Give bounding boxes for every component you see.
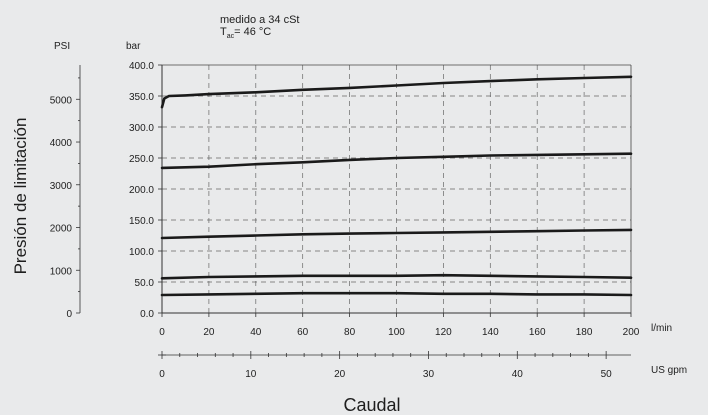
gpm-tick-label-5: 50 (601, 369, 613, 380)
bar-tick-label-5: 250.0 (129, 154, 154, 165)
tick-labels: 0.050.0100.0150.0200.0250.0300.0350.0400… (50, 61, 640, 380)
grid (162, 65, 631, 313)
y-axis-label: Presión de limitación (11, 118, 30, 275)
annotation-line-1: medido a 34 cSt (220, 14, 300, 26)
psi-tick-label-0: 0 (66, 309, 72, 320)
gpm-tick-label-4: 40 (512, 369, 524, 380)
lmin-tick-label-1: 20 (203, 327, 215, 338)
annotation-line-2: Tac= 46 °C (220, 26, 271, 40)
x-unit-lmin: l/min (651, 323, 672, 334)
bar-tick-label-6: 300.0 (129, 123, 154, 134)
bar-tick-label-2: 100.0 (129, 247, 154, 258)
bar-tick-label-7: 350.0 (129, 92, 154, 103)
lmin-tick-label-8: 160 (529, 327, 546, 338)
series-line-3 (160, 228, 633, 240)
lmin-tick-label-0: 0 (159, 327, 165, 338)
x-unit-gpm: US gpm (651, 365, 687, 376)
psi-tick-label-5: 5000 (50, 95, 73, 106)
lmin-tick-label-5: 100 (388, 327, 405, 338)
bar-tick-label-8: 400.0 (129, 61, 154, 72)
gpm-tick-label-3: 30 (423, 369, 435, 380)
series-line-1 (160, 75, 633, 109)
annotation-t-sub: ac (227, 33, 235, 40)
bar-tick-label-4: 200.0 (129, 185, 154, 196)
annotation-t-rest: = 46 °C (234, 26, 271, 38)
gpm-tick-label-0: 0 (159, 369, 165, 380)
psi-tick-label-2: 2000 (50, 224, 73, 235)
lmin-tick-label-4: 80 (344, 327, 356, 338)
gpm-tick-label-1: 10 (245, 369, 257, 380)
lmin-tick-label-7: 140 (482, 327, 499, 338)
series-line-4 (160, 273, 633, 280)
annotation-t: T (220, 26, 227, 38)
bar-tick-label-0: 0.0 (140, 309, 154, 320)
series-lines (160, 75, 633, 297)
lmin-tick-label-3: 60 (297, 327, 309, 338)
lmin-tick-label-2: 40 (250, 327, 262, 338)
lmin-tick-label-6: 120 (435, 327, 452, 338)
series-line-5 (160, 291, 633, 297)
right-unit-bar: bar (126, 41, 141, 52)
psi-tick-label-1: 1000 (50, 266, 73, 277)
psi-tick-label-3: 3000 (50, 181, 73, 192)
bar-tick-label-3: 150.0 (129, 216, 154, 227)
axes (76, 64, 632, 359)
left-unit-psi: PSI (54, 41, 70, 52)
psi-tick-label-4: 4000 (50, 138, 73, 149)
x-axis-label: Caudal (343, 395, 400, 415)
bar-tick-label-1: 50.0 (135, 278, 155, 289)
lmin-tick-label-9: 180 (576, 327, 593, 338)
gpm-tick-label-2: 20 (334, 369, 346, 380)
lmin-tick-label-10: 200 (623, 327, 640, 338)
series-line-2 (160, 152, 633, 170)
